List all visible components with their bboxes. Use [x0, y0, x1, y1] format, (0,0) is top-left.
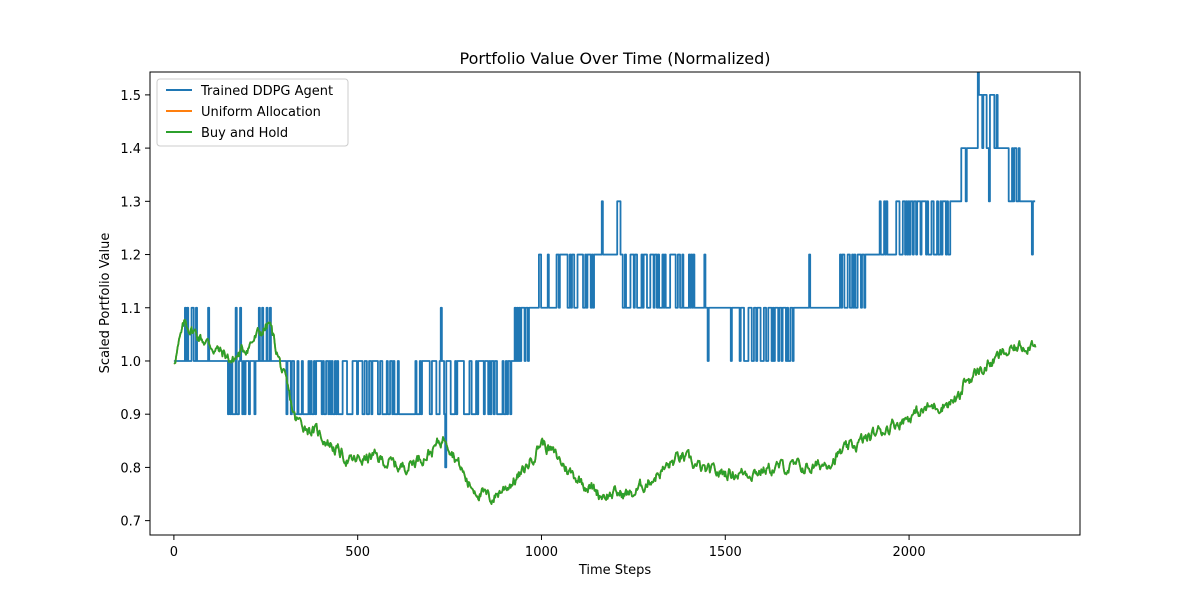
y-tick-label: 1.3 [120, 195, 141, 210]
plot-frame [149, 71, 1081, 536]
legend-box [156, 78, 349, 147]
x-tick-label: 2000 [893, 545, 926, 560]
y-tick-label: 1.1 [120, 302, 141, 317]
legend-label-uniform: Uniform Allocation [201, 105, 321, 120]
series-line-buyhold [173, 318, 1037, 505]
plot-background [150, 72, 1080, 535]
y-tick-label: 0.7 [120, 515, 141, 530]
legend-label-ddpg: Trained DDPG Agent [200, 84, 333, 99]
series-group [173, 72, 1037, 505]
y-tick-label: 1.4 [120, 142, 141, 157]
x-tick-label: 0 [170, 545, 178, 560]
x-axis-ticks: 0 500 1000 1500 2000 [170, 535, 926, 560]
y-tick-label: 1.2 [120, 249, 141, 264]
x-tick-label: 500 [345, 545, 370, 560]
series-line-ddpg [173, 72, 1036, 469]
y-tick-label: 0.9 [120, 408, 141, 423]
legend: Trained DDPG Agent Uniform Allocation Bu… [156, 78, 349, 147]
chart-title: Portfolio Value Over Time (Normalized) [460, 49, 771, 68]
x-axis-label: Time Steps [578, 563, 652, 578]
y-axis-ticks: 0.7 0.8 0.9 1.0 1.1 1.2 1.3 1.4 1.5 [120, 89, 150, 530]
y-tick-label: 1.5 [120, 89, 141, 104]
y-tick-label: 1.0 [120, 355, 141, 370]
y-axis-label: Scaled Portfolio Value [98, 233, 113, 374]
legend-label-buyhold: Buy and Hold [201, 126, 288, 141]
y-tick-label: 0.8 [120, 461, 141, 476]
x-tick-label: 1500 [709, 545, 742, 560]
x-tick-label: 1000 [525, 545, 558, 560]
plot-area [149, 71, 1081, 536]
